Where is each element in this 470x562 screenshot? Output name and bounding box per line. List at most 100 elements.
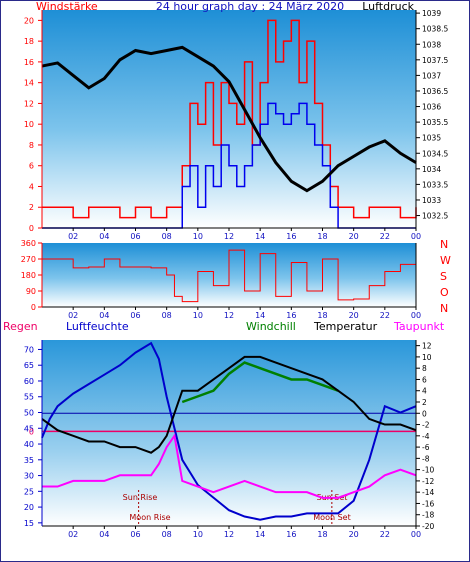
temperature-y-tick-label: 4 [422, 387, 427, 396]
climate-x-tick-label: 22 [380, 530, 390, 539]
wind-y-tick-label: 10 [24, 120, 34, 129]
direction-x-tick-label: 02 [68, 311, 78, 320]
direction-x-tick-label: 16 [286, 311, 296, 320]
pressure-y-tick-label: 1038.5 [422, 25, 448, 34]
wind-x-tick-label: 04 [99, 232, 109, 241]
temperature-y-tick-label: -12 [422, 477, 434, 486]
direction-y-tick-label: 0 [31, 303, 36, 312]
temperature-y-tick-label: -4 [422, 432, 430, 441]
direction-x-tick-label: 04 [99, 311, 109, 320]
compass-s: S [440, 270, 447, 283]
temperature-y-tick-label: 10 [422, 353, 432, 362]
pressure-axis-title: Luftdruck [362, 0, 414, 13]
wind-x-tick-label: 10 [193, 232, 203, 241]
pressure-series [41, 45, 417, 193]
pressure-y-tick-label: 1032.5 [422, 212, 448, 221]
climate-x-tick-label: 00 [411, 530, 421, 539]
temperature-y-tick-label: -20 [422, 522, 434, 531]
wind-x-tick-label: 06 [130, 232, 140, 241]
pressure-y-tick-label: 1037.5 [422, 56, 448, 65]
pressure-y-tick-label: 1033 [422, 196, 441, 205]
temperature-y-tick-label: -6 [422, 443, 430, 452]
wind-y-tick-label: 6 [29, 162, 34, 171]
wind-x-tick-label: 08 [162, 232, 172, 241]
wind-y-tick-label: 14 [24, 79, 34, 88]
wind-speed-series [42, 19, 417, 219]
pressure-y-tick-label: 1035 [422, 134, 441, 143]
legend-rain: Regen [3, 320, 38, 333]
compass-w: W [440, 254, 451, 267]
chart-title: 24 hour graph day : 24 März 2020 [156, 0, 344, 13]
legend-windchill: Windchill [246, 320, 296, 333]
wind-gust-series [42, 102, 416, 229]
pressure-y-tick-label: 1033.5 [422, 180, 448, 189]
wind-x-tick-label: 16 [286, 232, 296, 241]
moon-rise-label: Moon Rise [129, 513, 170, 522]
direction-y-tick-label: 270 [21, 255, 36, 264]
humidity-y-tick-label: 20 [24, 503, 34, 512]
temperature-y-tick-label: -16 [422, 499, 434, 508]
compass-n-top: N [440, 238, 448, 251]
pressure-y-tick-label: 1035.5 [422, 118, 448, 127]
temperature-series [41, 355, 417, 454]
windchill-series [181, 361, 339, 404]
humidity-y-tick-label: 60 [24, 377, 34, 386]
temperature-y-tick-label: -2 [422, 421, 430, 430]
humidity-y-tick-label: 25 [24, 487, 34, 496]
wind-y-tick-label: 2 [29, 203, 34, 212]
climate-x-tick-label: 18 [317, 530, 327, 539]
wind-y-tick-label: 18 [24, 37, 34, 46]
pressure-y-tick-label: 1034.5 [422, 149, 448, 158]
wind-y-tick-label: 0 [29, 224, 34, 233]
temperature-y-tick-label: -14 [422, 488, 434, 497]
humidity-y-tick-label: 55 [24, 393, 34, 402]
pressure-y-tick-label: 1038 [422, 40, 441, 49]
moon-set-label: Moon Set [313, 513, 350, 522]
wind-x-tick-label: 18 [317, 232, 327, 241]
climate-x-tick-label: 10 [193, 530, 203, 539]
humidity-y-tick-label: 30 [24, 472, 34, 481]
wind-panel-bg [42, 10, 416, 228]
wind-y-tick-label: 20 [24, 16, 34, 25]
temperature-y-tick-label: 6 [422, 375, 427, 384]
wind-axis-title: Windstärke [36, 0, 98, 13]
climate-x-tick-label: 02 [68, 530, 78, 539]
climate-x-tick-label: 12 [224, 530, 234, 539]
humidity-y-tick-label: 70 [24, 345, 34, 354]
wind-x-tick-label: 22 [380, 232, 390, 241]
direction-x-tick-label: 20 [349, 311, 359, 320]
temperature-y-tick-label: 12 [422, 342, 432, 351]
compass-labels: N W S O N [440, 238, 451, 315]
climate-x-tick-label: 20 [349, 530, 359, 539]
pressure-y-tick-label: 1036 [422, 103, 441, 112]
legend-temperature: Temperatur [313, 320, 378, 333]
wind-x-tick-label: 20 [349, 232, 359, 241]
legend-humidity: Luftfeuchte [66, 320, 129, 333]
wind-y-tick-label: 12 [24, 99, 34, 108]
direction-y-tick-label: 180 [21, 271, 36, 280]
humidity-series [41, 341, 417, 521]
climate-x-tick-label: 04 [99, 530, 109, 539]
wind-x-tick-label: 00 [411, 232, 421, 241]
humidity-y-tick-label: 15 [24, 519, 34, 528]
pressure-y-tick-label: 1039 [422, 9, 441, 18]
pressure-y-tick-label: 1037 [422, 71, 441, 80]
wind-x-tick-label: 12 [224, 232, 234, 241]
temperature-y-tick-label: 2 [422, 398, 427, 407]
pressure-y-tick-label: 1036.5 [422, 87, 448, 96]
temperature-y-tick-label: -18 [422, 511, 434, 520]
direction-x-tick-label: 06 [130, 311, 140, 320]
climate-x-tick-label: 08 [162, 530, 172, 539]
compass-o: O [440, 286, 449, 299]
climate-x-tick-label: 16 [286, 530, 296, 539]
humidity-y-tick-label: 50 [24, 409, 34, 418]
legend-dewpoint: Taupunkt [393, 320, 445, 333]
direction-y-tick-label: 360 [21, 239, 36, 248]
rain-zero-label: 0 [29, 427, 34, 436]
humidity-y-tick-label: 40 [24, 440, 34, 449]
direction-x-tick-label: 18 [317, 311, 327, 320]
sun-rise-label: Sun Rise [123, 493, 158, 502]
humidity-y-tick-label: 65 [24, 361, 34, 370]
wind-x-tick-label: 14 [255, 232, 265, 241]
